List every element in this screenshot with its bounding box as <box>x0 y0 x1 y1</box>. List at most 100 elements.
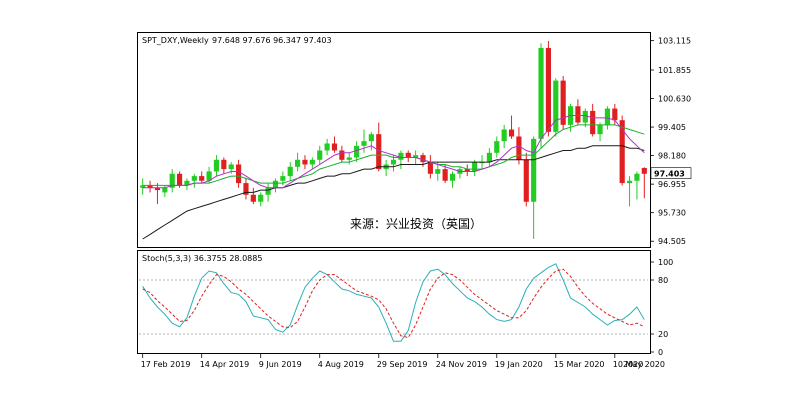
candle-body <box>169 173 175 188</box>
candle-body <box>597 124 603 135</box>
candle-body <box>221 159 227 170</box>
x-tick-label: 14 Apr 2019 <box>200 360 249 369</box>
candle-body <box>523 159 529 202</box>
candle-body <box>346 157 352 160</box>
candle-body <box>162 187 168 193</box>
price-y-tick-label: 99.405 <box>658 123 686 132</box>
candle-body <box>258 194 264 202</box>
x-tick-label: 10 May 2020 <box>613 360 665 369</box>
price-panel <box>140 40 647 240</box>
candle-body <box>398 152 404 160</box>
candle-body <box>413 155 419 158</box>
x-tick-label: 9 Jun 2019 <box>259 360 302 369</box>
candle-body <box>604 108 611 125</box>
price-y-tick-label: 101.855 <box>658 66 691 75</box>
candle-body <box>331 143 338 151</box>
candle-body <box>376 134 382 170</box>
last-price-tag-bg <box>650 167 692 179</box>
candle-body <box>612 108 618 121</box>
candle-body <box>516 136 522 160</box>
candle-body <box>324 143 330 151</box>
candle-body <box>560 80 566 125</box>
candle-body <box>206 171 212 181</box>
candle-body <box>553 80 559 132</box>
candle-body <box>427 162 433 174</box>
candle-body <box>464 169 470 172</box>
x-tick-label: 24 Nov 2019 <box>436 360 487 369</box>
stoch-label: Stoch(5,3,3) 36.3755 28.0885 <box>142 254 262 263</box>
candle-body <box>250 194 256 202</box>
stoch-panel-frame <box>137 250 651 354</box>
candle-body <box>619 120 625 184</box>
candle-body <box>265 187 271 195</box>
ohlc-label: 97.648 97.676 96.347 97.403 <box>212 36 332 45</box>
last-price-tag: 97.403 <box>654 170 685 179</box>
candle-body <box>575 106 581 123</box>
candle-body <box>309 159 315 165</box>
price-y-tick-label: 100.630 <box>658 95 691 104</box>
watermark-text: 来源：兴业投资（英国） <box>350 216 482 231</box>
candle-body <box>531 138 537 202</box>
candle-body <box>494 141 500 153</box>
x-tick-label: 17 Feb 2019 <box>141 360 191 369</box>
ma-purple-line <box>142 115 645 189</box>
candle-body <box>317 150 323 160</box>
candle-body <box>420 155 426 163</box>
candle-body <box>354 145 360 158</box>
candle-body <box>390 159 397 165</box>
ma-black-line <box>142 145 645 240</box>
x-end-label: 2020 <box>623 360 643 369</box>
candle-body <box>199 176 205 181</box>
candle-body <box>508 129 515 137</box>
candle-body <box>405 152 411 158</box>
candle-body <box>361 141 367 146</box>
candle-body <box>582 110 588 123</box>
candle-body <box>228 164 234 170</box>
candle-body <box>243 183 249 195</box>
candle-body <box>545 47 551 132</box>
candle-body <box>191 176 197 181</box>
price-panel-frame <box>137 32 651 248</box>
ma-green-line <box>142 124 645 186</box>
stoch-k-line <box>142 263 645 342</box>
symbol-label: SPT_DXY,Weekly <box>142 36 209 45</box>
candle-body <box>641 167 647 174</box>
stoch-y-tick-label: 100 <box>658 258 673 267</box>
stoch-panel <box>139 263 648 342</box>
candle-body <box>295 159 301 167</box>
candle-body <box>154 187 161 191</box>
candle-body <box>272 180 279 188</box>
candle-body <box>538 47 544 139</box>
candle-body <box>176 173 183 186</box>
candle-body <box>442 169 448 181</box>
candle-body <box>472 162 478 172</box>
candle-body <box>184 180 190 186</box>
stoch-d-line <box>142 268 645 339</box>
x-tick-label: 15 Mar 2020 <box>554 360 605 369</box>
candle-body <box>236 164 242 184</box>
candle-body <box>368 134 374 142</box>
candle-body <box>287 166 293 177</box>
x-tick-label: 4 Aug 2019 <box>318 360 364 369</box>
candle-body <box>147 185 153 188</box>
stoch-y-tick-label: 20 <box>658 330 668 339</box>
x-tick-label: 19 Jan 2020 <box>495 360 543 369</box>
candle-body <box>435 169 441 174</box>
candle-body <box>634 173 640 181</box>
price-y-tick-label: 94.505 <box>658 237 686 246</box>
candle-body <box>626 180 633 184</box>
candle-body <box>590 110 596 135</box>
candle-body <box>302 159 308 165</box>
price-y-tick-label: 96.955 <box>658 180 686 189</box>
axes: 103.115101.855100.63099.40598.18096.9559… <box>141 37 691 369</box>
candle-body <box>501 129 507 142</box>
price-y-tick-label: 103.115 <box>658 37 691 46</box>
candle-body <box>339 150 345 160</box>
x-tick-label: 29 Sep 2019 <box>377 360 428 369</box>
price-y-tick-label: 98.180 <box>658 152 686 161</box>
stoch-y-tick-label: 0 <box>658 348 663 357</box>
stoch-y-tick-label: 80 <box>658 276 668 285</box>
